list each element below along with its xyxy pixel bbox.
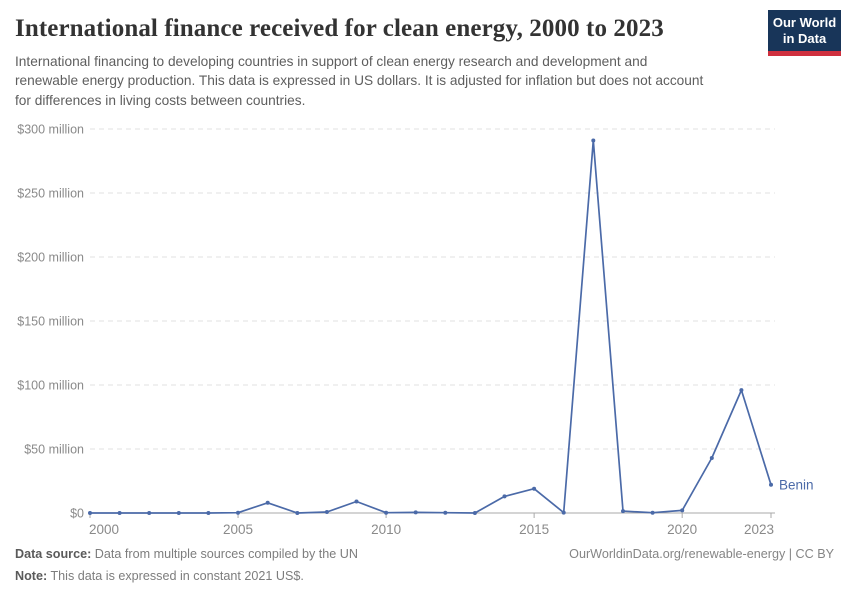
data-point[interactable] (532, 487, 537, 492)
data-point[interactable] (295, 511, 300, 516)
data-point[interactable] (443, 511, 448, 516)
data-point[interactable] (769, 483, 773, 488)
note-text: This data is expressed in constant 2021 … (50, 569, 304, 584)
chart-header: International finance received for clean… (0, 0, 850, 110)
data-source-text: Data from multiple sources compiled by t… (94, 547, 358, 562)
y-tick-label: $50 million (24, 443, 84, 457)
data-point[interactable] (265, 501, 270, 506)
data-point[interactable] (591, 138, 596, 143)
data-point[interactable] (413, 510, 418, 515)
x-tick-label: 2023 (744, 522, 774, 537)
y-tick-label: $300 million (17, 123, 84, 137)
x-tick-label: 2015 (519, 522, 549, 537)
data-point[interactable] (117, 511, 122, 516)
page-title: International finance received for clean… (15, 15, 664, 42)
y-tick-label: $0 (70, 507, 84, 521)
data-point[interactable] (621, 509, 625, 514)
footer-link[interactable]: OurWorldinData.org/renewable-energy | CC… (569, 547, 834, 562)
data-point[interactable] (206, 511, 211, 516)
data-point[interactable] (680, 508, 685, 513)
x-tick-label: 2005 (223, 522, 253, 537)
data-source-label: Data source: (15, 547, 92, 562)
x-tick-label: 2010 (371, 522, 401, 537)
series-label[interactable]: Benin (779, 478, 814, 493)
data-line[interactable] (89, 140, 772, 515)
y-tick-label: $200 million (17, 251, 84, 265)
logo-line-1: Our World (772, 15, 837, 30)
data-source-line: Data source: Data from multiple sources … (15, 544, 358, 566)
data-point[interactable] (472, 511, 477, 516)
chart-footer: Data source: Data from multiple sources … (0, 544, 850, 587)
chart-subtitle: International financing to developing co… (15, 54, 704, 108)
chart-area[interactable]: $0 $50 million $100 million $150 million $20… (0, 112, 850, 544)
chart-canvas[interactable]: $0 $50 million $100 million $150 million $20… (0, 112, 850, 544)
data-point[interactable] (739, 388, 744, 393)
x-tick-label: 2000 (89, 522, 119, 537)
data-point[interactable] (561, 510, 566, 515)
data-point[interactable] (88, 511, 92, 516)
y-tick-label: $250 million (17, 187, 84, 201)
logo-line-2: in Data (782, 31, 827, 46)
note-line: Note: This data is expressed in constant… (15, 566, 358, 588)
data-point[interactable] (354, 499, 359, 504)
owid-logo: Our World in Data (768, 10, 841, 56)
data-point[interactable] (324, 510, 329, 515)
note-label: Note: (15, 569, 48, 584)
y-tick-label: $150 million (17, 315, 84, 329)
footer-left: Data source: Data from multiple sources … (15, 544, 358, 587)
x-tick-label: 2020 (667, 522, 697, 537)
data-point[interactable] (384, 511, 389, 516)
data-point[interactable] (147, 511, 152, 516)
data-point[interactable] (176, 511, 181, 516)
data-point[interactable] (709, 456, 714, 461)
data-point[interactable] (650, 511, 655, 516)
y-tick-label: $100 million (17, 379, 84, 393)
data-point[interactable] (236, 511, 240, 516)
data-point[interactable] (502, 494, 507, 499)
